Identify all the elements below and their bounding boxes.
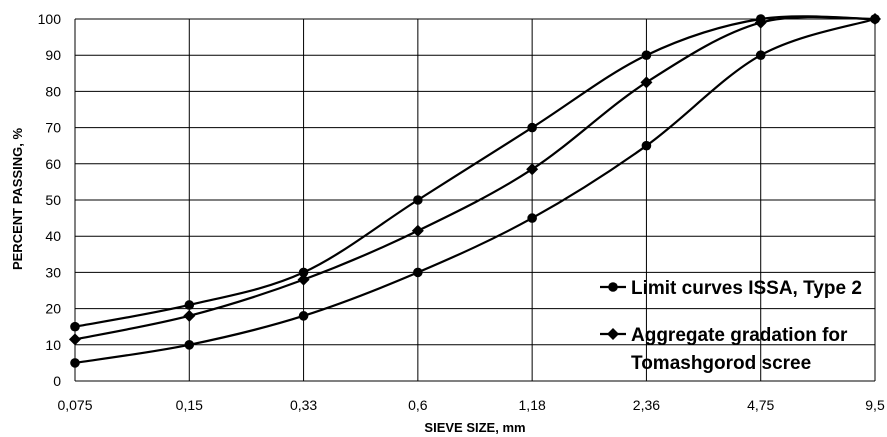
series-2 [69, 13, 881, 346]
y-tick-label: 30 [45, 264, 61, 280]
circle-marker [413, 267, 423, 278]
y-tick-label: 60 [45, 156, 61, 172]
legend-label: Limit curves ISSA, Type 2 [631, 278, 862, 299]
diamond-marker [297, 273, 310, 286]
legend-diamond-marker [607, 328, 619, 340]
diamond-marker [526, 163, 539, 176]
circle-marker [755, 50, 766, 60]
x-tick-label: 0,6 [408, 397, 428, 413]
y-tick-label: 50 [45, 192, 61, 208]
legend-item-0: Limit curves ISSA, Type 2 [600, 278, 862, 299]
y-tick-label: 20 [45, 301, 61, 317]
series-line [74, 15, 876, 328]
x-tick-label: 0,075 [57, 397, 92, 413]
diamond-marker [754, 16, 767, 29]
circle-marker [298, 311, 309, 321]
circle-marker [527, 213, 537, 223]
y-axis-title: PERCENT PASSING, % [10, 128, 25, 271]
x-tick-label: 4,75 [747, 397, 774, 413]
x-tick-label: 0,15 [176, 397, 203, 413]
diamond-marker [869, 13, 881, 25]
legend-circle-marker [608, 282, 618, 292]
legend-label: Aggregate gradation for [631, 325, 848, 346]
circle-marker [70, 358, 80, 368]
y-tick-label: 40 [45, 228, 61, 244]
y-tick-label: 70 [45, 120, 61, 136]
x-tick-label: 0,33 [290, 397, 317, 413]
series-layer [69, 13, 881, 368]
circle-marker [413, 195, 423, 205]
y-tick-label: 10 [45, 337, 61, 353]
diamond-marker [69, 333, 81, 346]
legend-label: Tomashgorod scree [631, 353, 811, 374]
y-tick-label: 100 [38, 11, 62, 27]
x-axis-title: SIEVE SIZE, mm [424, 420, 525, 435]
legend-item-1: Aggregate gradation for Tomashgorod scree [600, 325, 848, 374]
y-tick-label: 0 [53, 373, 61, 389]
x-tick-label: 1,18 [519, 397, 546, 413]
legend: Limit curves ISSA, Type 2 Aggregate grada… [600, 278, 862, 374]
circle-marker [184, 340, 195, 350]
x-tick-labels: 0,075 0,15 0,33 0,6 1,18 2,36 4,75 9,5 [57, 397, 884, 413]
x-tick-label: 9,5 [865, 397, 885, 413]
circle-marker [641, 140, 652, 151]
circle-marker [184, 300, 195, 310]
grid-lines [74, 18, 876, 382]
x-tick-label: 2,36 [633, 397, 660, 413]
y-tick-label: 80 [45, 83, 61, 99]
series-line [74, 17, 876, 364]
y-tick-labels: 0 10 20 30 40 50 60 70 80 90 100 [38, 11, 62, 389]
circle-marker [527, 122, 537, 133]
diamond-marker [183, 309, 196, 322]
y-tick-label: 90 [45, 47, 61, 63]
diamond-marker [640, 76, 653, 89]
circle-marker [298, 267, 309, 278]
diamond-marker [411, 224, 424, 237]
circle-marker [70, 321, 80, 332]
series-line [74, 15, 876, 341]
circle-marker [641, 50, 652, 60]
